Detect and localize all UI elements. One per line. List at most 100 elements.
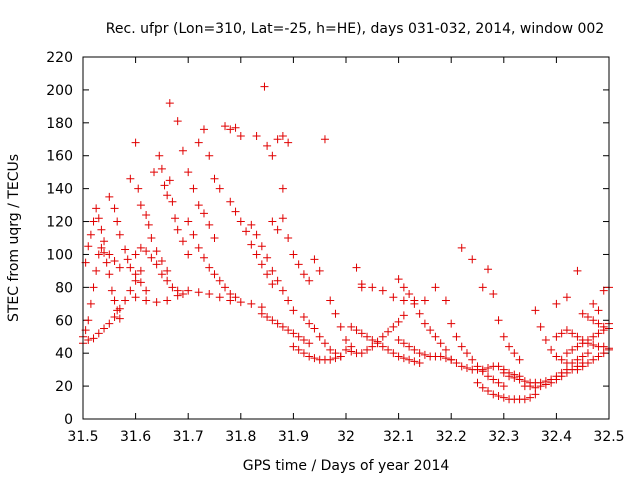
- data-point-marker: [342, 336, 350, 345]
- data-point-marker: [515, 375, 524, 384]
- data-point-marker: [484, 387, 493, 396]
- y-tick-label: 140: [46, 182, 73, 198]
- data-point-marker: [184, 217, 193, 226]
- data-point-marker: [526, 382, 535, 391]
- y-tick-label: 220: [46, 50, 73, 66]
- data-point-marker: [420, 350, 429, 359]
- data-point-marker: [510, 349, 519, 358]
- data-point-marker: [121, 296, 130, 305]
- data-point-marker: [457, 243, 466, 252]
- data-point-marker: [263, 312, 272, 321]
- data-point-marker: [86, 230, 95, 239]
- data-point-marker: [478, 283, 487, 292]
- data-point-marker: [568, 345, 577, 354]
- data-point-marker: [431, 283, 440, 292]
- data-point-marker: [489, 390, 498, 399]
- data-point-marker: [389, 322, 398, 331]
- data-point-marker: [263, 141, 272, 150]
- data-point-marker: [142, 247, 151, 256]
- data-point-marker: [273, 135, 282, 144]
- data-point-marker: [257, 260, 266, 269]
- data-point-marker: [157, 164, 166, 173]
- data-point-marker: [578, 352, 587, 361]
- data-point-marker: [278, 214, 287, 223]
- data-point-marker: [462, 363, 471, 372]
- data-point-marker: [205, 289, 214, 298]
- data-point-marker: [221, 283, 230, 292]
- data-point-marker: [378, 332, 387, 341]
- data-point-marker: [134, 184, 143, 193]
- data-point-marker: [226, 197, 235, 206]
- data-point-marker: [284, 326, 293, 335]
- data-point-marker: [363, 332, 372, 341]
- data-point-marker: [84, 316, 93, 325]
- data-point-marker: [215, 293, 224, 302]
- data-point-marker: [86, 299, 95, 308]
- data-point-marker: [205, 263, 214, 272]
- data-point-marker: [178, 289, 187, 298]
- data-point-marker: [144, 220, 153, 229]
- data-points: [79, 82, 613, 404]
- data-point-marker: [247, 220, 256, 229]
- data-point-marker: [263, 253, 272, 262]
- data-point-marker: [231, 207, 240, 216]
- data-point-marker: [520, 395, 529, 404]
- data-point-marker: [468, 255, 477, 264]
- data-point-marker: [184, 250, 193, 259]
- data-point-marker: [447, 355, 456, 364]
- data-point-marker: [562, 349, 571, 358]
- data-point-marker: [547, 345, 556, 354]
- data-point-marker: [399, 283, 408, 292]
- data-point-marker: [142, 296, 151, 305]
- data-point-marker: [268, 280, 277, 289]
- data-point-marker: [273, 319, 282, 328]
- data-point-marker: [199, 253, 208, 262]
- data-point-marker: [97, 243, 106, 252]
- data-point-marker: [294, 260, 303, 269]
- data-point-marker: [294, 332, 303, 341]
- y-tick-label: 80: [55, 280, 73, 296]
- data-point-marker: [583, 359, 592, 368]
- data-point-marker: [252, 230, 261, 239]
- data-point-marker: [184, 168, 193, 177]
- data-point-marker: [394, 275, 403, 284]
- data-point-marker: [336, 352, 345, 361]
- data-point-marker: [541, 380, 550, 389]
- data-point-marker: [84, 336, 93, 345]
- data-point-marker: [505, 342, 514, 351]
- x-tick-label: 31.8: [225, 429, 256, 445]
- data-point-marker: [315, 266, 324, 275]
- data-point-marker: [152, 260, 161, 269]
- data-point-marker: [347, 322, 356, 331]
- data-point-marker: [399, 296, 408, 305]
- data-point-marker: [247, 240, 256, 249]
- data-point-marker: [389, 349, 398, 358]
- data-point-marker: [599, 326, 608, 335]
- data-point-marker: [273, 225, 282, 234]
- data-point-marker: [452, 332, 461, 341]
- data-point-marker: [242, 227, 251, 236]
- data-point-marker: [426, 326, 435, 335]
- data-point-marker: [436, 352, 445, 361]
- data-point-marker: [557, 329, 566, 338]
- data-point-marker: [100, 248, 109, 257]
- data-point-marker: [173, 225, 182, 234]
- data-point-marker: [462, 349, 471, 358]
- data-point-marker: [320, 135, 329, 144]
- data-point-marker: [163, 266, 172, 275]
- chart-title: Rec. ufpr (Lon=310, Lat=-25, h=HE), days…: [106, 21, 604, 37]
- data-point-marker: [405, 289, 414, 298]
- x-tick-label: 32: [337, 429, 355, 445]
- data-point-marker: [184, 286, 193, 295]
- data-point-marker: [310, 354, 319, 363]
- data-point-marker: [157, 257, 166, 266]
- data-point-marker: [583, 336, 592, 345]
- data-point-marker: [171, 214, 180, 223]
- data-point-marker: [378, 286, 387, 295]
- data-point-marker: [484, 372, 493, 381]
- data-point-marker: [94, 214, 103, 223]
- data-point-marker: [165, 99, 174, 108]
- data-point-marker: [494, 316, 503, 325]
- data-point-marker: [368, 283, 377, 292]
- data-point-marker: [573, 355, 582, 364]
